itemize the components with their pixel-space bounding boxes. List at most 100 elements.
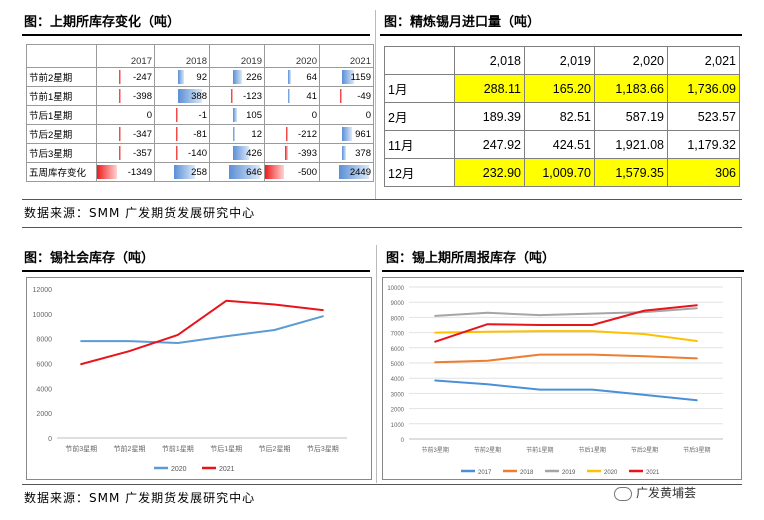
table-cell: 41 [264, 86, 320, 106]
legend-label: 2021 [219, 466, 235, 473]
table-cell: 258 [154, 162, 210, 182]
cell-value: 258 [191, 166, 207, 178]
cell-value: 378 [355, 147, 371, 159]
data-bar [176, 127, 178, 141]
series-line-2020 [434, 330, 698, 342]
cell-value: 0 [365, 109, 371, 121]
cell-value: 92 [196, 71, 207, 83]
y-tick-label: 12000 [33, 287, 53, 294]
x-tick-label: 节前3星期 [65, 444, 97, 453]
data-bar [342, 127, 352, 141]
x-tick-label: 节后1星期 [578, 446, 605, 454]
y-tick-label: 8000 [391, 316, 405, 322]
source-rule [22, 484, 742, 485]
table-cell: 1,179.32 [667, 130, 740, 159]
table-cell: 232.90 [454, 158, 525, 187]
data-bar [233, 108, 237, 122]
table-cell: 105 [209, 105, 265, 125]
series-line-2021 [434, 304, 698, 343]
table-cell: -123 [209, 86, 265, 106]
table-cell: -347 [96, 124, 155, 144]
column-header: 2,020 [594, 46, 668, 75]
cell-value: -398 [132, 90, 152, 102]
legend-label: 2021 [646, 470, 660, 476]
column-header: 2017 [96, 44, 155, 68]
data-bar [233, 146, 250, 160]
table-cell: -81 [154, 124, 210, 144]
table-cell: 1,579.35 [594, 158, 668, 187]
y-tick-label: 7000 [391, 332, 405, 338]
table-cell: -1349 [96, 162, 155, 182]
table-cell: 247.92 [454, 130, 525, 159]
row-label: 节后2星期 [26, 124, 97, 144]
y-tick-label: 4000 [391, 377, 405, 383]
series-line-2021 [80, 299, 324, 366]
data-bar [286, 127, 288, 141]
table-cell: 1,009.70 [524, 158, 595, 187]
table-row: 节前1星期 -398 388 -123 41 -49 [26, 86, 374, 106]
table-cell: 523.57 [667, 102, 740, 131]
cell-value: -247 [132, 71, 152, 83]
watermark-text: 广发黄埔荟 [636, 486, 697, 500]
x-tick-label: 节前1星期 [162, 444, 194, 453]
table-cell: -247 [96, 67, 155, 87]
source-text: 数据来源：SMM 广发期货发展研究中心 [24, 491, 256, 505]
series-line-2017 [434, 379, 698, 402]
table-cell: 0 [319, 105, 374, 125]
table-cell: 189.39 [454, 102, 525, 131]
table-cell: -49 [319, 86, 374, 106]
series-line-2018 [434, 353, 698, 364]
cell-value: -1349 [127, 166, 152, 178]
panel-title-social-inventory: 图：锡社会库存（吨） [24, 251, 155, 266]
panel-divider [375, 10, 376, 200]
table-row: 11月 247.92 424.51 1,921.08 1,179.32 [384, 130, 740, 159]
legend-label: 2017 [478, 470, 492, 476]
data-bar [288, 70, 292, 84]
y-tick-label: 2000 [36, 411, 52, 418]
table-cell: 1159 [319, 67, 374, 87]
table-cell: 1,736.09 [667, 74, 740, 103]
cell-value: -140 [187, 147, 207, 159]
data-bar [284, 146, 288, 160]
x-tick-label: 节后2星期 [631, 446, 658, 454]
cell-value: -347 [132, 128, 152, 140]
x-tick-label: 节前2星期 [474, 446, 501, 454]
cell-value: 1159 [350, 71, 371, 83]
cell-value: -212 [297, 128, 317, 140]
row-label: 节前2星期 [26, 67, 97, 87]
legend-label: 2020 [604, 470, 618, 476]
source-rule [22, 199, 742, 200]
title-rule [382, 270, 744, 272]
data-bar [178, 70, 184, 84]
watermark: 广发黄埔荟 [614, 484, 696, 501]
data-bar [97, 165, 117, 179]
cell-value: 961 [355, 128, 371, 140]
y-tick-label: 0 [401, 438, 405, 444]
table-cell: 0 [96, 105, 155, 125]
y-tick-label: 1000 [391, 423, 405, 429]
cell-value: 646 [246, 166, 262, 178]
table-row: 节后1星期 0 -1 105 0 0 [26, 105, 374, 125]
data-bar [233, 127, 235, 141]
table-cell: -393 [264, 143, 320, 163]
table-cell: 12 [209, 124, 265, 144]
data-bar [174, 165, 195, 179]
column-header: 2,018 [454, 46, 525, 75]
table-cell: 426 [209, 143, 265, 163]
y-tick-label: 6000 [391, 347, 405, 353]
social-inventory-chart: 0 2000 4000 6000 8000 10000 12000 节前3星期 节前2星期 节前1… [33, 287, 347, 473]
column-header: 2019 [209, 44, 265, 68]
column-header: 2018 [154, 44, 210, 68]
table-cell: 306 [667, 158, 740, 187]
y-tick-label: 8000 [36, 337, 52, 344]
table-cell: 587.19 [594, 102, 668, 131]
panel-divider [376, 245, 377, 483]
column-header: 2,019 [524, 46, 595, 75]
inventory-change-table: 2017 2018 2019 2020 2021 节前2星期 -247 92 226 64 1159… [26, 44, 374, 182]
cell-value: 41 [306, 90, 317, 102]
cell-value: 2449 [349, 166, 371, 178]
panel-title-shfe-weekly-inventory: 图：锡上期所周报库存（吨） [386, 251, 556, 266]
data-bar [119, 70, 121, 84]
cell-value: 0 [146, 109, 152, 121]
data-bar [339, 165, 369, 179]
